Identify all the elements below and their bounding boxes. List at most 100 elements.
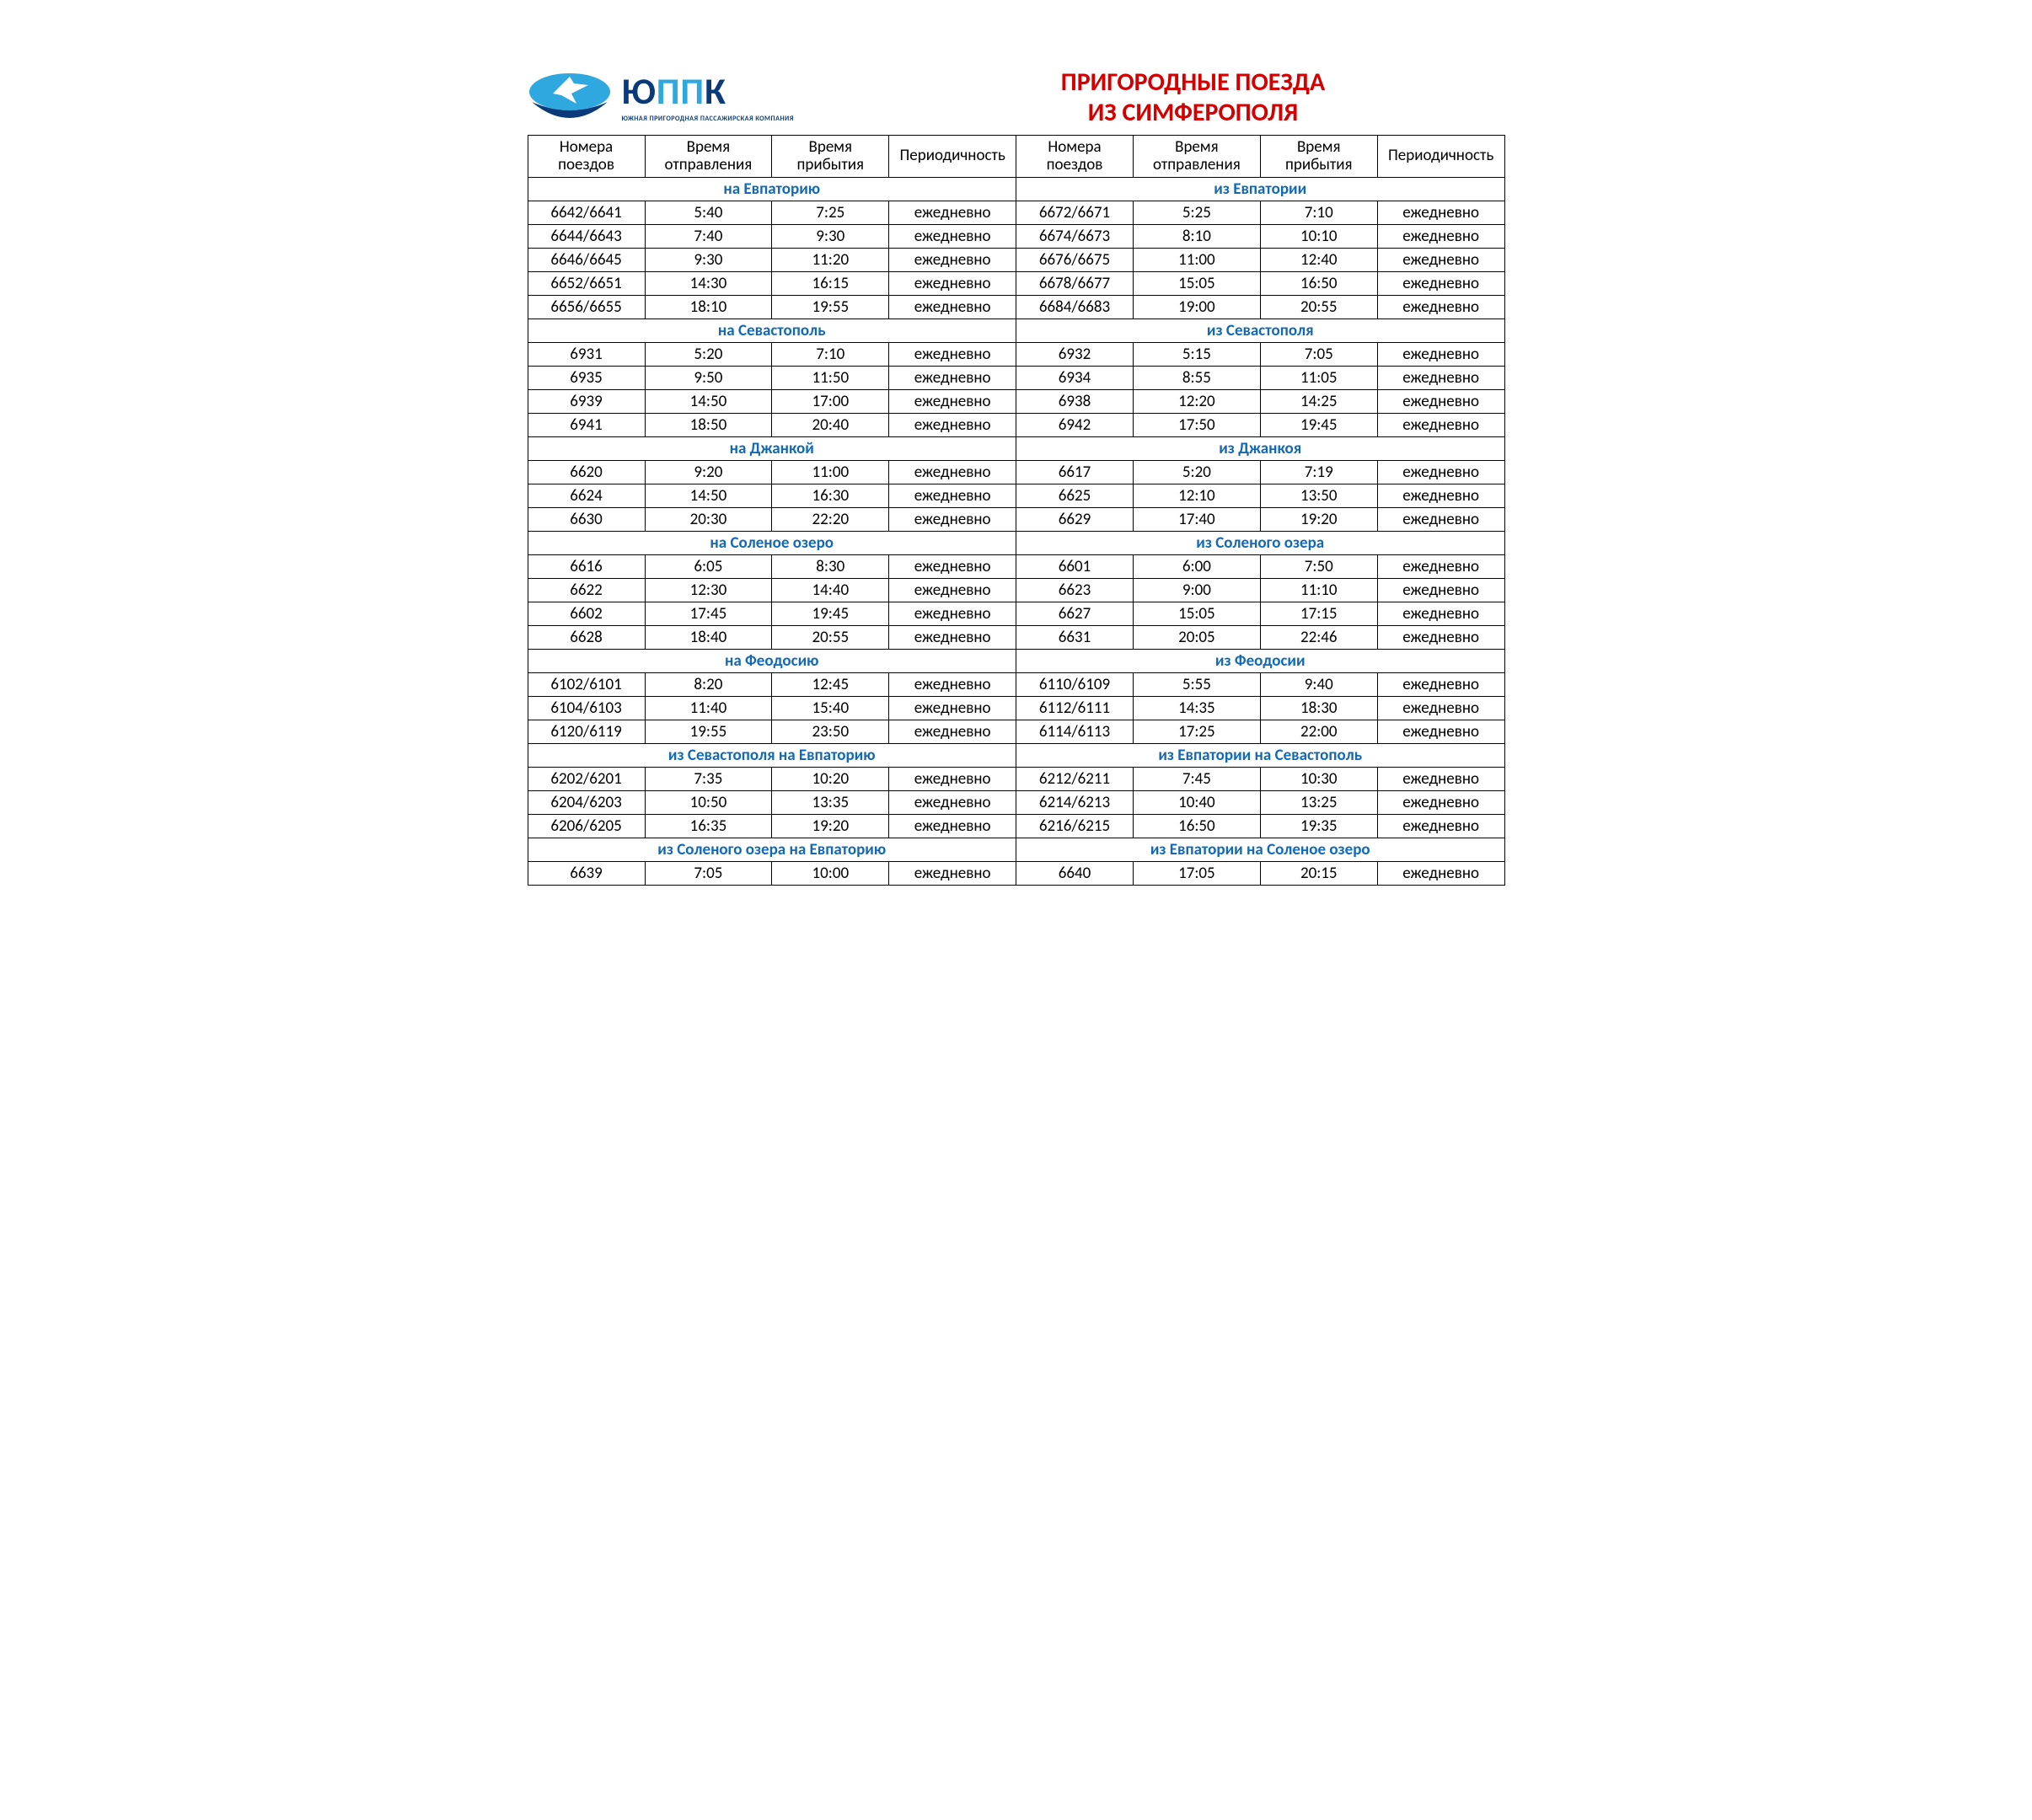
table-row: 6104/610311:4015:40ежедневно6112/611114:… bbox=[528, 697, 1504, 720]
train-number-right: 6625 bbox=[1016, 484, 1133, 508]
train-number-left: 6628 bbox=[528, 626, 645, 650]
arrival-time-left: 12:45 bbox=[772, 673, 889, 697]
departure-time-right: 15:05 bbox=[1134, 602, 1261, 626]
periodicity-left: ежедневно bbox=[889, 249, 1016, 272]
departure-time-right: 5:20 bbox=[1134, 461, 1261, 484]
col-arr-left: Время прибытия bbox=[772, 136, 889, 178]
col-num-left: Номера поездов bbox=[528, 136, 645, 178]
table-row: 693914:5017:00ежедневно693812:2014:25еже… bbox=[528, 390, 1504, 414]
section-title-left: на Севастополь bbox=[528, 319, 1016, 343]
departure-time-left: 14:50 bbox=[645, 390, 772, 414]
periodicity-left: ежедневно bbox=[889, 272, 1016, 296]
logo-prefix: Ю bbox=[622, 68, 657, 114]
train-number-right: 6942 bbox=[1016, 414, 1133, 437]
periodicity-left: ежедневно bbox=[889, 484, 1016, 508]
schedule-page: ЮППК ЮЖНАЯ ПРИГОРОДНАЯ ПАССАЖИРСКАЯ КОМП… bbox=[528, 67, 1505, 886]
departure-time-right: 16:50 bbox=[1134, 815, 1261, 838]
train-number-left: 6202/6201 bbox=[528, 768, 645, 791]
periodicity-right: ежедневно bbox=[1377, 414, 1504, 437]
schedule-table: Номера поездов Время отправления Время п… bbox=[528, 135, 1505, 886]
periodicity-right: ежедневно bbox=[1377, 508, 1504, 532]
train-number-left: 6644/6643 bbox=[528, 225, 645, 249]
train-number-left: 6656/6655 bbox=[528, 296, 645, 319]
periodicity-right: ежедневно bbox=[1377, 484, 1504, 508]
arrival-time-right: 16:50 bbox=[1260, 272, 1377, 296]
departure-time-left: 18:40 bbox=[645, 626, 772, 650]
table-row: 66397:0510:00ежедневно664017:0520:15ежед… bbox=[528, 862, 1504, 886]
departure-time-right: 12:10 bbox=[1134, 484, 1261, 508]
departure-time-left: 17:45 bbox=[645, 602, 772, 626]
periodicity-right: ежедневно bbox=[1377, 296, 1504, 319]
section-header-row: из Соленого озера на Евпаториюиз Евпатор… bbox=[528, 838, 1504, 862]
arrival-time-right: 11:10 bbox=[1260, 579, 1377, 602]
arrival-time-right: 19:45 bbox=[1260, 414, 1377, 437]
col-per-left: Периодичность bbox=[889, 136, 1016, 178]
departure-time-left: 8:20 bbox=[645, 673, 772, 697]
train-number-left: 6939 bbox=[528, 390, 645, 414]
train-number-right: 6627 bbox=[1016, 602, 1133, 626]
col-num-right: Номера поездов bbox=[1016, 136, 1133, 178]
train-number-left: 6616 bbox=[528, 555, 645, 579]
periodicity-right: ежедневно bbox=[1377, 249, 1504, 272]
periodicity-right: ежедневно bbox=[1377, 367, 1504, 390]
periodicity-left: ежедневно bbox=[889, 508, 1016, 532]
train-number-right: 6676/6675 bbox=[1016, 249, 1133, 272]
section-header-row: на Севастопольиз Севастополя bbox=[528, 319, 1504, 343]
arrival-time-left: 22:20 bbox=[772, 508, 889, 532]
train-number-left: 6620 bbox=[528, 461, 645, 484]
train-number-left: 6204/6203 bbox=[528, 791, 645, 815]
periodicity-right: ежедневно bbox=[1377, 579, 1504, 602]
departure-time-right: 5:55 bbox=[1134, 673, 1261, 697]
train-number-left: 6602 bbox=[528, 602, 645, 626]
arrival-time-left: 17:00 bbox=[772, 390, 889, 414]
departure-time-right: 5:15 bbox=[1134, 343, 1261, 367]
periodicity-left: ежедневно bbox=[889, 555, 1016, 579]
periodicity-right: ежедневно bbox=[1377, 697, 1504, 720]
periodicity-right: ежедневно bbox=[1377, 673, 1504, 697]
arrival-time-right: 7:10 bbox=[1260, 201, 1377, 225]
arrival-time-left: 19:55 bbox=[772, 296, 889, 319]
section-title-right: из Джанкоя bbox=[1016, 437, 1504, 461]
departure-time-left: 10:50 bbox=[645, 791, 772, 815]
arrival-time-right: 20:15 bbox=[1260, 862, 1377, 886]
logo: ЮППК ЮЖНАЯ ПРИГОРОДНАЯ ПАССАЖИРСКАЯ КОМП… bbox=[528, 68, 882, 127]
periodicity-left: ежедневно bbox=[889, 673, 1016, 697]
periodicity-left: ежедневно bbox=[889, 626, 1016, 650]
departure-time-right: 12:20 bbox=[1134, 390, 1261, 414]
periodicity-left: ежедневно bbox=[889, 815, 1016, 838]
table-row: 66209:2011:00ежедневно66175:207:19ежедне… bbox=[528, 461, 1504, 484]
departure-time-left: 6:05 bbox=[645, 555, 772, 579]
table-row: 69315:207:10ежедневно69325:157:05ежеднев… bbox=[528, 343, 1504, 367]
departure-time-left: 19:55 bbox=[645, 720, 772, 744]
departure-time-right: 5:25 bbox=[1134, 201, 1261, 225]
train-number-left: 6642/6641 bbox=[528, 201, 645, 225]
train-number-left: 6630 bbox=[528, 508, 645, 532]
train-number-right: 6623 bbox=[1016, 579, 1133, 602]
periodicity-left: ежедневно bbox=[889, 414, 1016, 437]
train-number-left: 6624 bbox=[528, 484, 645, 508]
departure-time-right: 10:40 bbox=[1134, 791, 1261, 815]
periodicity-left: ежедневно bbox=[889, 390, 1016, 414]
arrival-time-right: 17:15 bbox=[1260, 602, 1377, 626]
arrival-time-right: 22:00 bbox=[1260, 720, 1377, 744]
departure-time-right: 9:00 bbox=[1134, 579, 1261, 602]
table-row: 6642/66415:407:25ежедневно6672/66715:257… bbox=[528, 201, 1504, 225]
logo-suffix: К bbox=[705, 68, 726, 114]
table-row: 6204/620310:5013:35ежедневно6214/621310:… bbox=[528, 791, 1504, 815]
arrival-time-right: 10:30 bbox=[1260, 768, 1377, 791]
train-number-right: 6640 bbox=[1016, 862, 1133, 886]
table-row: 694118:5020:40ежедневно694217:5019:45еже… bbox=[528, 414, 1504, 437]
train-number-right: 6617 bbox=[1016, 461, 1133, 484]
section-title-right: из Феодосии bbox=[1016, 650, 1504, 673]
train-number-right: 6631 bbox=[1016, 626, 1133, 650]
arrival-time-left: 20:40 bbox=[772, 414, 889, 437]
section-header-row: на Евпаториюиз Евпатории bbox=[528, 178, 1504, 201]
arrival-time-left: 10:00 bbox=[772, 862, 889, 886]
arrival-time-left: 9:30 bbox=[772, 225, 889, 249]
departure-time-right: 20:05 bbox=[1134, 626, 1261, 650]
periodicity-left: ежедневно bbox=[889, 201, 1016, 225]
title-line-1: ПРИГОРОДНЫЕ ПОЕЗДА bbox=[882, 67, 1505, 98]
departure-time-right: 17:40 bbox=[1134, 508, 1261, 532]
departure-time-right: 15:05 bbox=[1134, 272, 1261, 296]
departure-time-left: 14:50 bbox=[645, 484, 772, 508]
